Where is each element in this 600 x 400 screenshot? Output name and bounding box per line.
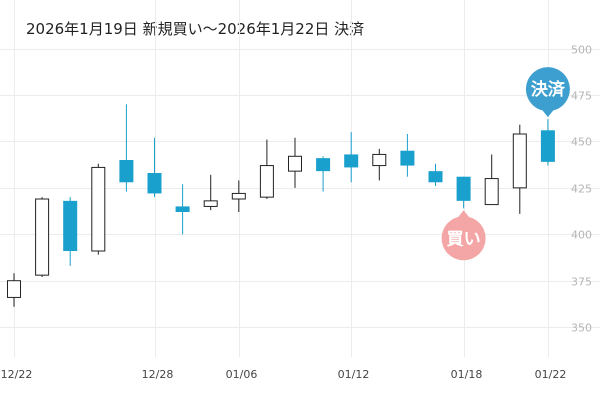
x-tick-label: 01/22	[535, 368, 567, 381]
x-tick-label: 01/12	[338, 368, 370, 381]
y-tick-label: 375	[571, 276, 592, 289]
x-tick-label: 01/18	[451, 368, 483, 381]
x-tick-label: 12/28	[142, 368, 174, 381]
candle-body	[428, 171, 443, 183]
x-tick-label: 01/06	[226, 368, 258, 381]
candle-body	[540, 130, 555, 162]
y-tick-label: 500	[571, 44, 592, 57]
y-tick-label: 450	[571, 136, 592, 149]
candle-body	[203, 200, 218, 207]
candle-body	[316, 158, 331, 172]
y-tick-label: 475	[571, 90, 592, 103]
candle-body	[512, 133, 527, 189]
candle-body	[91, 166, 106, 252]
candle-body	[484, 178, 499, 206]
y-tick-label: 425	[571, 183, 592, 196]
buy-marker	[441, 216, 486, 261]
candle-body	[7, 280, 21, 298]
sell-marker-label: 決済	[531, 79, 566, 100]
candle-body	[63, 200, 78, 251]
y-tick-label: 350	[571, 322, 592, 335]
candle-body	[35, 198, 50, 276]
y-tick-label: 400	[571, 229, 592, 242]
candle-body	[259, 165, 274, 198]
candle-body	[400, 150, 415, 166]
buy-marker-label: 買い	[447, 229, 481, 249]
chart-title: 2026年1月19日 新規買い〜2026年1月22日 決済	[26, 20, 365, 38]
candle-body	[344, 154, 359, 168]
candle-body	[288, 155, 302, 172]
x-tick-label: 12/22	[1, 368, 33, 381]
candle-body	[456, 176, 471, 201]
candle-body	[147, 173, 162, 194]
candle-body	[175, 206, 190, 212]
candle-body	[231, 192, 246, 200]
candle-body	[119, 160, 134, 183]
sell-marker	[525, 67, 570, 112]
candle-body	[372, 153, 387, 167]
